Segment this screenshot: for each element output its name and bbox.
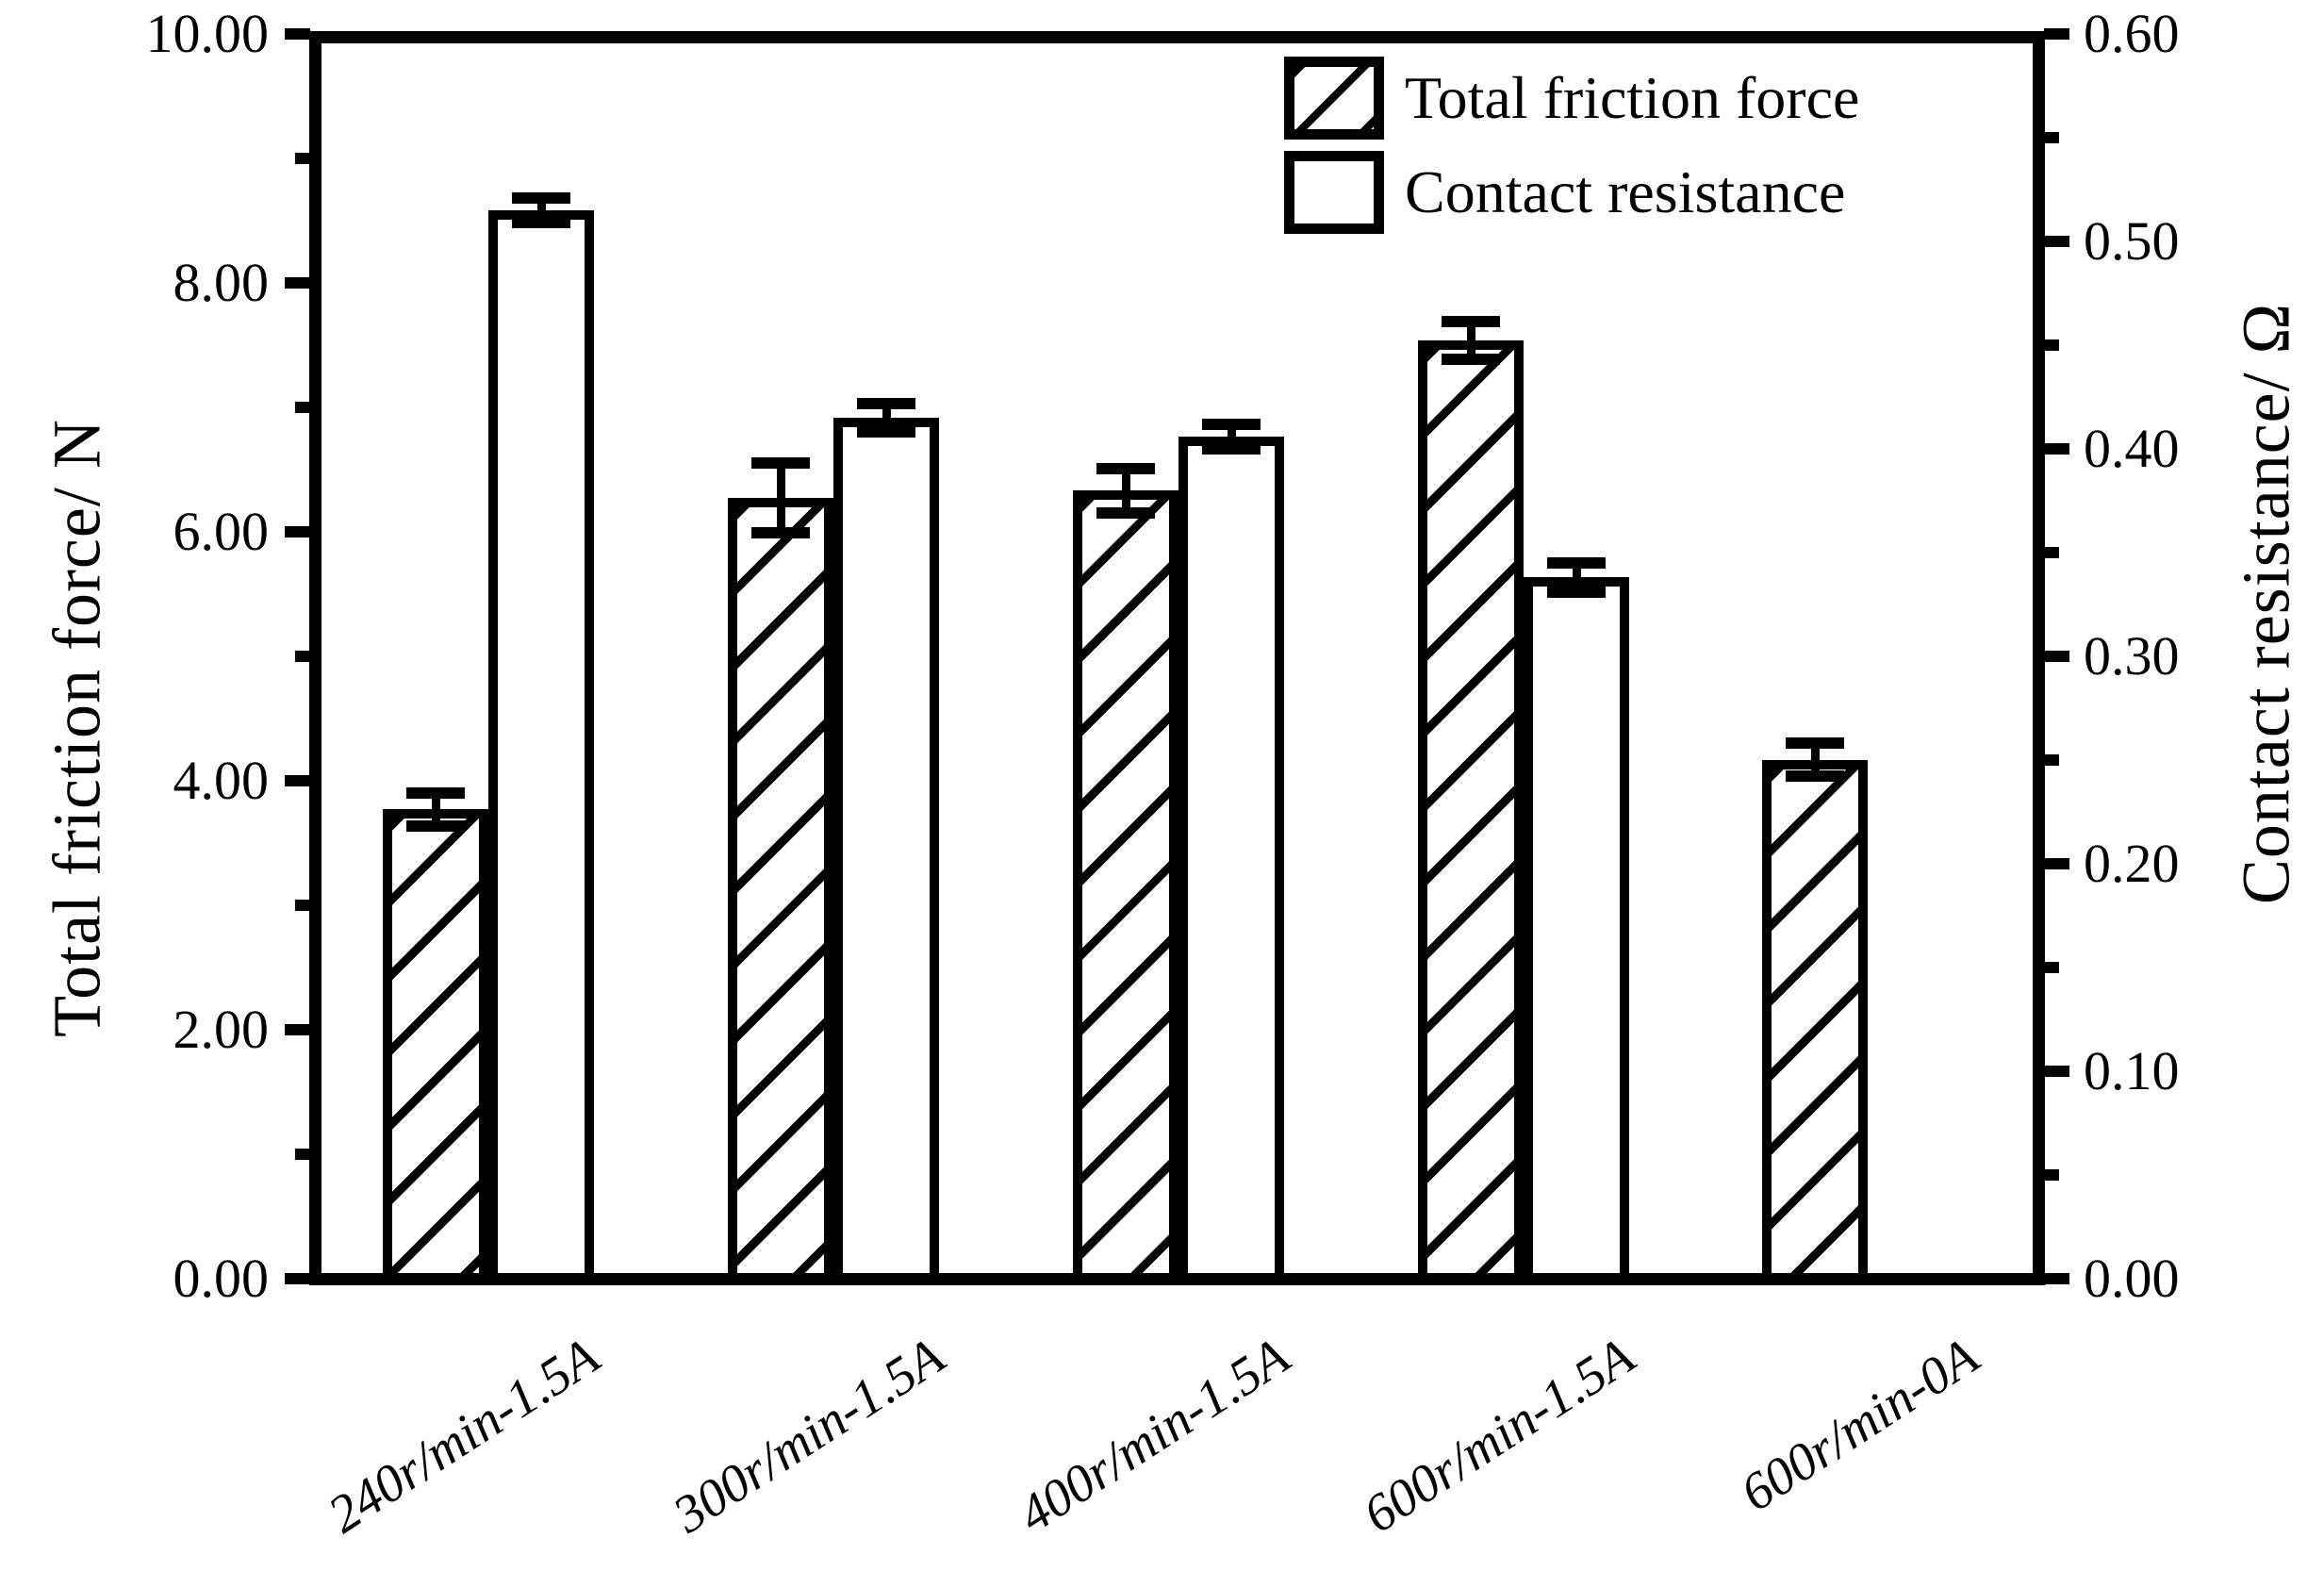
x-axis-category-label: 400r/min-1.5A bbox=[1008, 1327, 1300, 1545]
left-minor-tick bbox=[295, 1149, 310, 1160]
left-axis-tick-label: 0.00 bbox=[173, 1248, 270, 1309]
error-bar-cap bbox=[512, 217, 570, 229]
right-minor-tick bbox=[2044, 754, 2059, 766]
error-bar-cap bbox=[1442, 353, 1500, 365]
legend-item-friction: Total friction force bbox=[1284, 57, 1859, 140]
bar-resistance bbox=[1524, 577, 1629, 1285]
left-major-tick bbox=[285, 526, 310, 538]
error-bar-cap bbox=[512, 191, 570, 204]
right-axis-tick-label: 0.60 bbox=[2084, 3, 2180, 64]
x-axis-category-label: 240r/min-1.5A bbox=[318, 1327, 610, 1545]
error-bar-cap bbox=[1202, 418, 1261, 430]
right-minor-tick bbox=[2044, 1169, 2059, 1181]
left-axis-tick-label: 2.00 bbox=[173, 999, 270, 1060]
right-axis-tick-label: 0.20 bbox=[2084, 833, 2180, 894]
right-major-tick bbox=[2044, 1273, 2069, 1284]
error-bar-stem bbox=[1810, 743, 1820, 776]
left-axis-tick-label: 8.00 bbox=[173, 252, 270, 313]
error-bar-cap bbox=[1547, 586, 1606, 598]
right-minor-tick bbox=[2044, 132, 2059, 143]
left-major-tick bbox=[285, 1273, 310, 1284]
x-axis-category-label: 600r/min-1.5A bbox=[1353, 1327, 1645, 1545]
right-major-tick bbox=[2044, 858, 2069, 869]
bar-friction bbox=[1762, 759, 1868, 1285]
bar-resistance bbox=[1178, 436, 1284, 1285]
error-bar-stem bbox=[1572, 563, 1581, 592]
left-minor-tick bbox=[295, 153, 310, 164]
error-bar-stem bbox=[882, 403, 891, 433]
bar-resistance bbox=[488, 210, 594, 1285]
error-bar-cap bbox=[1547, 557, 1606, 569]
bar-resistance bbox=[833, 418, 939, 1285]
right-axis-tick-label: 0.40 bbox=[2084, 418, 2180, 479]
error-bar-cap bbox=[857, 426, 915, 438]
right-minor-tick bbox=[2044, 547, 2059, 558]
error-bar-cap bbox=[1786, 769, 1844, 782]
legend-label-resistance: Contact resistance bbox=[1405, 158, 1846, 225]
error-bar-cap bbox=[406, 819, 465, 832]
error-bar-stem bbox=[1121, 468, 1130, 514]
right-minor-tick bbox=[2044, 962, 2059, 973]
right-axis-title: Contact resistance/ Ω bbox=[2228, 302, 2304, 905]
bar-friction bbox=[1073, 490, 1178, 1285]
error-bar-cap bbox=[857, 397, 915, 409]
error-bar-stem bbox=[536, 197, 546, 223]
error-bar-cap bbox=[1096, 462, 1155, 474]
right-minor-tick bbox=[2044, 339, 2059, 351]
left-major-tick bbox=[285, 277, 310, 289]
error-bar-cap bbox=[751, 457, 810, 470]
x-axis-category-label: 300r/min-1.5A bbox=[663, 1327, 955, 1545]
error-bar-stem bbox=[431, 793, 440, 826]
error-bar-stem bbox=[1227, 423, 1236, 449]
x-axis-category-label: 600r/min-0A bbox=[1730, 1327, 1989, 1524]
left-major-tick bbox=[285, 1024, 310, 1035]
error-bar-cap bbox=[751, 527, 810, 539]
left-minor-tick bbox=[295, 651, 310, 662]
bar-friction bbox=[728, 498, 833, 1285]
right-major-tick bbox=[2044, 651, 2069, 662]
left-axis-tick-label: 10.00 bbox=[145, 3, 270, 64]
left-major-tick bbox=[285, 28, 310, 40]
legend: Total friction force Contact resistance bbox=[1284, 57, 1859, 245]
error-bar-cap bbox=[406, 787, 465, 800]
right-major-tick bbox=[2044, 443, 2069, 455]
left-major-tick bbox=[285, 775, 310, 786]
bar-friction bbox=[1418, 339, 1524, 1285]
right-axis-tick-label: 0.10 bbox=[2084, 1040, 2180, 1101]
left-axis-tick-label: 4.00 bbox=[173, 750, 270, 811]
error-bar-cap bbox=[1786, 737, 1844, 750]
left-axis-tick-label: 6.00 bbox=[173, 501, 270, 562]
error-bar-cap bbox=[1442, 315, 1500, 327]
legend-label-friction: Total friction force bbox=[1405, 64, 1860, 131]
left-minor-tick bbox=[295, 900, 310, 911]
right-axis-tick-label: 0.00 bbox=[2084, 1248, 2180, 1309]
error-bar-stem bbox=[1466, 321, 1475, 359]
left-axis-title: Total friction force/ N bbox=[39, 419, 115, 1037]
right-major-tick bbox=[2044, 236, 2069, 247]
right-major-tick bbox=[2044, 1066, 2069, 1077]
left-minor-tick bbox=[295, 402, 310, 413]
right-major-tick bbox=[2044, 28, 2069, 40]
legend-swatch-open-icon bbox=[1284, 151, 1384, 234]
legend-swatch-hatched-icon bbox=[1284, 57, 1384, 140]
legend-item-resistance: Contact resistance bbox=[1284, 151, 1859, 234]
right-axis-tick-label: 0.30 bbox=[2084, 625, 2180, 686]
error-bar-cap bbox=[1096, 507, 1155, 520]
bar-friction bbox=[383, 809, 488, 1285]
error-bar-stem bbox=[776, 463, 785, 534]
right-axis-tick-label: 0.50 bbox=[2084, 210, 2180, 272]
error-bar-cap bbox=[1202, 443, 1261, 455]
